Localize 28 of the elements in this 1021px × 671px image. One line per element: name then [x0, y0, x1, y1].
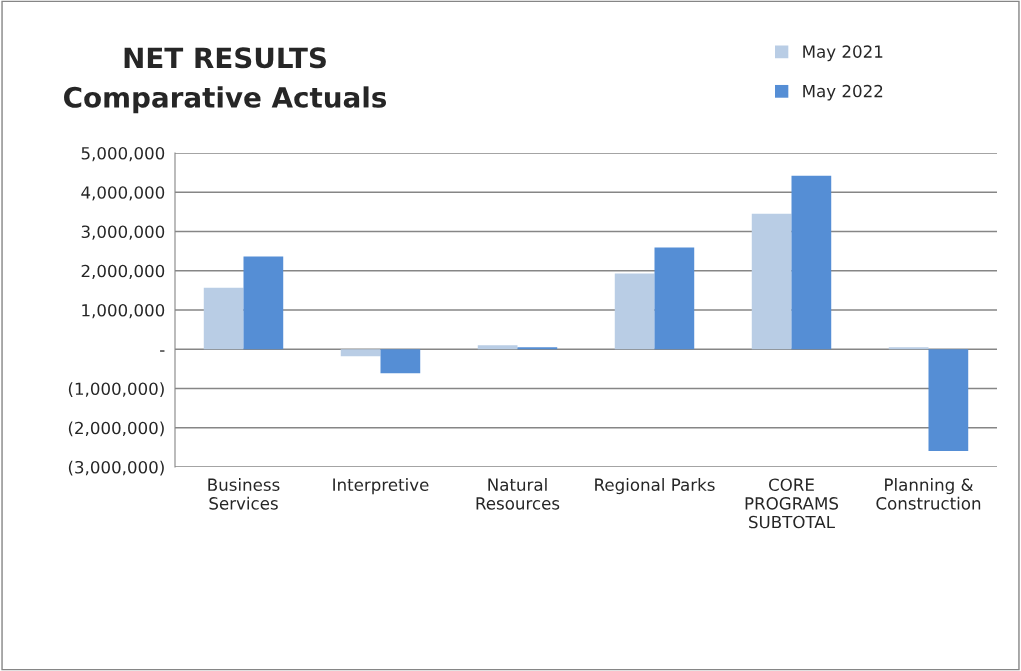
- y-tick-label: 1,000,000: [82, 303, 165, 319]
- x-tick-label: Natural Resources: [476, 478, 560, 510]
- y-tick-label: -: [160, 350, 165, 352]
- bar: [928, 349, 969, 451]
- y-tick-label: (2,000,000): [68, 421, 164, 437]
- bar: [340, 349, 381, 357]
- y-tick-label: (1,000,000): [68, 382, 164, 398]
- y-tick-label: 5,000,000: [81, 146, 165, 162]
- chart-title: NET RESULTS Comparative Actuals: [64, 47, 387, 114]
- bar: [791, 175, 832, 350]
- y-tick-label: 2,000,000: [81, 264, 165, 280]
- y-tick-label: 4,000,000: [81, 186, 165, 201]
- x-tick-label: Interpretive: [333, 478, 429, 495]
- bar: [243, 256, 284, 350]
- bar: [751, 213, 792, 350]
- legend-label: May 2022: [803, 84, 883, 101]
- x-tick-label: CORE PROGRAMS SUBTOTAL: [745, 478, 839, 529]
- x-tick-label: Regional Parks: [595, 478, 715, 495]
- y-tick-label: 3,000,000: [81, 225, 165, 240]
- legend-label: May 2021: [803, 45, 883, 62]
- x-tick-label: Planning & Construction: [876, 478, 981, 510]
- bar: [654, 247, 695, 350]
- bar: [614, 273, 655, 350]
- bar: [477, 345, 518, 350]
- x-tick-label: Business Services: [208, 478, 280, 510]
- bar: [203, 287, 244, 350]
- y-tick-label: (3,000,000): [68, 460, 164, 476]
- bar: [380, 349, 421, 374]
